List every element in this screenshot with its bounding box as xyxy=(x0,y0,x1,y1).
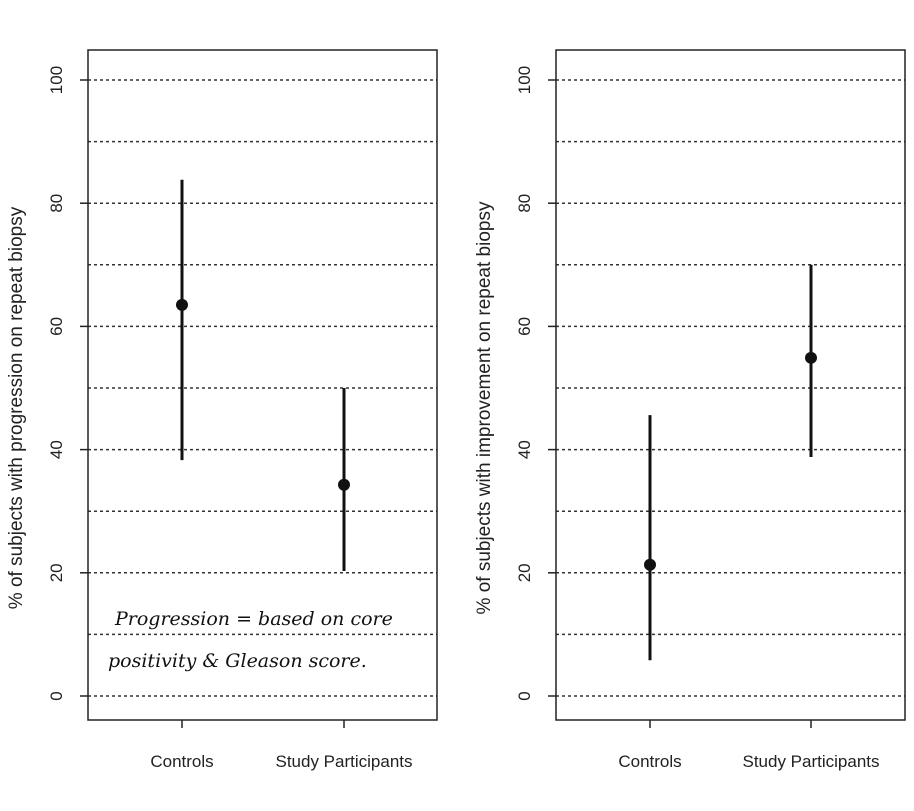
y-tick-label: 20 xyxy=(515,563,534,582)
y-tick-label: 100 xyxy=(515,66,534,94)
y-tick-label: 80 xyxy=(515,194,534,213)
data-point xyxy=(805,351,817,364)
data-point xyxy=(644,558,656,571)
x-tick-label: Controls xyxy=(150,752,213,771)
x-tick-label: Controls xyxy=(618,752,681,771)
data-point xyxy=(338,478,350,491)
y-axis-label: % of subjects with improvement on repeat… xyxy=(474,201,495,614)
y-tick-label: 0 xyxy=(47,691,66,700)
y-tick-label: 60 xyxy=(47,317,66,336)
panel-2: 0 20 40 60 80 100 % of subjects with improveme… xyxy=(474,49,906,771)
plot-frame xyxy=(87,49,438,721)
y-axis-label: % of subjects with progression on repeat… xyxy=(6,206,27,609)
y-tick-label: 0 xyxy=(515,691,534,700)
y-tick-label: 20 xyxy=(47,563,66,582)
x-tick-label: Study Participants xyxy=(275,752,412,771)
x-tick-label: Study Participants xyxy=(742,752,879,771)
y-tick-label: 60 xyxy=(515,317,534,336)
y-tick-label: 40 xyxy=(515,440,534,459)
panel-1: 0 20 40 60 80 100 % of subjects with progressi… xyxy=(6,49,438,771)
plot-frame xyxy=(555,49,906,721)
annotation-line-2: positivity & Gleason score. xyxy=(108,650,367,672)
y-tick-label: 40 xyxy=(47,440,66,459)
y-tick-label: 100 xyxy=(47,66,66,94)
y-tick-label: 80 xyxy=(47,194,66,213)
data-point xyxy=(176,298,188,311)
annotation-line-1: Progression = based on core xyxy=(114,608,393,630)
